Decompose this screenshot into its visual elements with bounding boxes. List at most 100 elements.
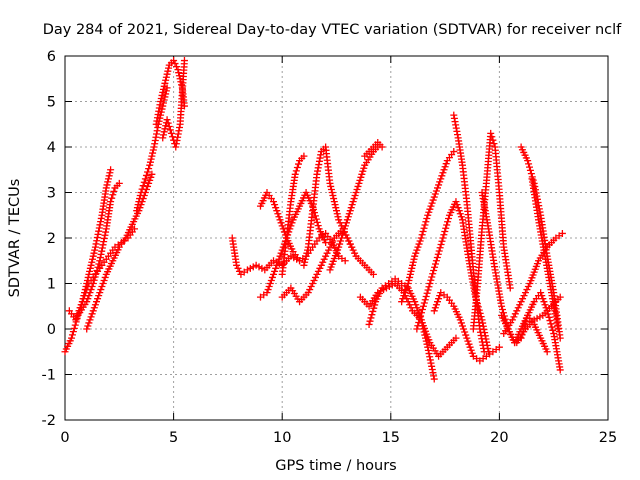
- data-point: [545, 313, 553, 321]
- data-point: [414, 307, 422, 315]
- data-point: [97, 286, 105, 294]
- data-point: [439, 169, 447, 177]
- data-point: [97, 250, 105, 258]
- data-point: [352, 189, 360, 196]
- data-point: [435, 247, 443, 255]
- data-point: [430, 267, 438, 274]
- data-point: [101, 273, 109, 281]
- data-point: [157, 94, 165, 102]
- data-point: [430, 193, 438, 201]
- data-point: [462, 331, 470, 339]
- data-point: [422, 218, 430, 226]
- data-point: [419, 302, 427, 310]
- data-point: [403, 283, 411, 291]
- data-point: [431, 263, 439, 271]
- data-point: [70, 324, 78, 332]
- data-point: [115, 179, 123, 187]
- data-point: [136, 195, 144, 203]
- data-points: [61, 57, 566, 383]
- data-point: [438, 237, 446, 245]
- data-point: [345, 237, 353, 245]
- chart-title: Day 284 of 2021, Sidereal Day-to-day VTE…: [43, 22, 622, 38]
- data-point: [349, 246, 357, 254]
- data-point: [320, 255, 328, 263]
- x-tick-label: 20: [490, 430, 508, 446]
- data-point: [96, 289, 104, 297]
- data-point: [348, 201, 356, 209]
- data-point: [274, 258, 282, 266]
- data-point: [405, 276, 413, 284]
- data-point: [547, 320, 555, 328]
- data-point: [420, 328, 428, 336]
- data-point: [524, 283, 532, 291]
- x-tick-label: 25: [599, 430, 617, 446]
- data-point: [95, 260, 103, 268]
- data-point: [165, 123, 173, 131]
- data-point: [319, 258, 327, 266]
- data-point: [413, 304, 421, 312]
- data-point: [457, 319, 465, 327]
- data-point: [174, 66, 182, 74]
- data-point: [273, 261, 281, 269]
- data-point: [97, 214, 105, 222]
- data-point: [440, 231, 448, 239]
- data-point: [86, 267, 94, 275]
- data-point: [461, 328, 469, 336]
- data-point: [430, 307, 438, 315]
- data-point: [107, 198, 115, 206]
- data-point: [445, 215, 453, 222]
- data-point: [91, 246, 99, 254]
- data-point: [105, 172, 113, 180]
- data-point: [495, 343, 503, 351]
- data-point: [347, 204, 355, 212]
- data-point: [463, 334, 471, 342]
- data-point: [346, 240, 354, 248]
- data-point: [423, 340, 431, 348]
- data-point: [368, 311, 376, 319]
- data-point: [304, 289, 312, 297]
- data-point: [310, 276, 318, 284]
- data-point: [517, 298, 525, 306]
- data-point: [432, 187, 440, 195]
- data-point: [441, 228, 449, 235]
- data-point: [167, 129, 175, 137]
- data-point: [91, 243, 99, 251]
- data-point: [137, 189, 145, 196]
- data-point: [417, 234, 425, 242]
- data-point: [330, 195, 338, 203]
- series-arc20: [430, 289, 503, 365]
- series-arc26: [517, 143, 564, 342]
- data-point: [82, 289, 90, 297]
- data-point: [175, 72, 183, 80]
- data-point: [78, 298, 86, 306]
- y-tick-label: 6: [47, 49, 56, 65]
- y-tick-label: 2: [47, 231, 56, 247]
- data-point: [409, 258, 417, 266]
- data-point: [426, 280, 434, 287]
- data-point: [338, 234, 346, 242]
- data-point: [456, 210, 464, 218]
- series-arc4: [83, 170, 156, 333]
- data-point: [86, 316, 94, 324]
- data-point: [435, 181, 443, 189]
- data-point: [68, 331, 76, 339]
- data-point: [273, 207, 281, 215]
- data-point: [541, 301, 549, 309]
- data-point: [429, 270, 437, 278]
- data-point: [506, 284, 514, 292]
- y-tick-label: -2: [42, 413, 56, 429]
- data-point: [96, 221, 104, 229]
- data-point: [442, 224, 450, 232]
- data-point: [360, 164, 368, 172]
- data-point: [440, 166, 448, 174]
- data-point: [98, 247, 106, 255]
- data-point: [423, 289, 431, 297]
- data-point: [160, 82, 168, 90]
- data-point: [369, 307, 377, 315]
- data-point: [329, 237, 337, 245]
- data-point: [436, 244, 444, 252]
- data-point: [420, 224, 428, 232]
- data-point: [344, 213, 352, 221]
- data-point: [444, 218, 452, 226]
- data-point: [146, 176, 154, 184]
